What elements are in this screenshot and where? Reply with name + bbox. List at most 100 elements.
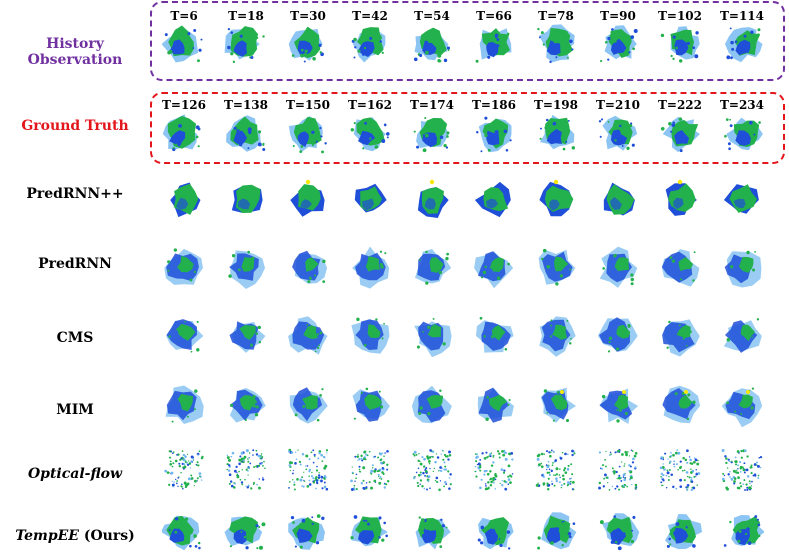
radar-frame-image (474, 251, 514, 289)
radar-frame-image (723, 318, 762, 353)
truth-frame (286, 112, 330, 158)
radar-frame-image (721, 387, 763, 428)
time-step-label: T=174 (409, 98, 455, 112)
predrnnpp-frame (720, 176, 764, 222)
radar-frame-image (537, 512, 577, 550)
predrnn-frame (286, 244, 330, 290)
optical-frame (348, 447, 392, 493)
predrnnpp-frame (472, 176, 516, 222)
predrnnpp-frame (348, 176, 392, 222)
history-frame (534, 22, 578, 68)
history-observation-box (150, 1, 785, 81)
cms-frame (658, 312, 702, 358)
history-observation-label: History Observation (27, 36, 123, 68)
radar-frame-image (539, 114, 576, 151)
tempee-frame (348, 510, 392, 556)
radar-frame-image (413, 27, 451, 63)
optical-flow-label-text: Optical-flow (27, 466, 123, 482)
time-step-label: T=18 (228, 9, 264, 23)
radar-frame-image (538, 248, 576, 286)
radar-frame-image (539, 179, 574, 217)
radar-frame-image (665, 514, 702, 550)
mim-frame (410, 382, 454, 428)
radar-frame-image (229, 388, 266, 423)
radar-frame-image (162, 515, 201, 551)
radar-frame-image (535, 449, 576, 491)
history-frame (658, 22, 702, 68)
mim-frame (224, 382, 268, 428)
radar-frame-image (351, 27, 386, 63)
ground-truth-box (150, 92, 785, 164)
radar-frame-image (417, 179, 449, 218)
radar-frame-image (350, 450, 390, 491)
truth-frame (596, 112, 640, 158)
predrnn-frame (162, 244, 206, 290)
radar-frame-image (724, 250, 762, 288)
truth-frame (224, 112, 268, 158)
mim-frame (286, 382, 330, 428)
tempee-frame (410, 510, 454, 556)
predrnnpp-frame (596, 176, 640, 222)
time-step-label: T=30 (290, 9, 326, 23)
optical-frame (472, 447, 516, 493)
predrnn-frame (596, 244, 640, 290)
tempee-frame (720, 510, 764, 556)
radar-frame-image (600, 25, 638, 63)
radar-frame-image (290, 179, 325, 217)
radar-frame-image (660, 116, 700, 153)
ground-truth-label: Ground Truth (21, 118, 129, 134)
radar-frame-image (162, 114, 201, 152)
time-step-label: T=102 (657, 9, 703, 23)
time-step-label: T=210 (595, 98, 641, 112)
radar-frame-image (162, 25, 203, 63)
optical-frame (720, 447, 764, 493)
truth-frame (658, 112, 702, 158)
radar-frame-image (661, 249, 700, 287)
predrnnpp-frame (658, 176, 702, 222)
radar-frame-image (231, 184, 263, 213)
radar-frame-image (721, 449, 763, 491)
time-step-label: T=186 (471, 98, 517, 112)
time-step-label: T=78 (538, 9, 574, 23)
radar-frame-image (229, 321, 266, 353)
radar-frame-image (598, 115, 638, 151)
radar-frame-image (352, 246, 390, 289)
radar-frame-image (289, 387, 328, 424)
radar-frame-image (288, 116, 327, 154)
radar-frame-image (477, 387, 514, 423)
radar-frame-image (350, 515, 388, 547)
radar-frame-image (474, 449, 514, 491)
truth-frame (410, 112, 454, 158)
radar-frame-image (659, 449, 701, 492)
radar-frame-image (288, 514, 325, 550)
tempee-label-suffix: (Ours) (78, 528, 135, 544)
predrnn-frame (224, 244, 268, 290)
radar-frame-image (224, 26, 265, 64)
radar-frame-image (475, 28, 512, 63)
truth-frame (472, 112, 516, 158)
tempee-frame (162, 510, 206, 556)
mim-frame (348, 382, 392, 428)
radar-frame-image (599, 513, 640, 551)
radar-frame-image (415, 516, 451, 550)
truth-frame (348, 112, 392, 158)
radar-frame-image (288, 26, 324, 63)
cms-frame (286, 312, 330, 358)
radar-frame-image (415, 249, 452, 285)
history-frame (162, 22, 206, 68)
radar-frame-image (411, 385, 452, 424)
time-step-label: T=42 (352, 9, 388, 23)
radar-frame-image (725, 27, 763, 63)
radar-frame-image (165, 385, 204, 424)
radar-frame-image (598, 449, 638, 491)
history-frame (286, 22, 330, 68)
radar-frame-image (662, 385, 701, 424)
mim-frame (162, 382, 206, 428)
radar-frame-image (599, 388, 639, 424)
radar-frame-image (476, 316, 514, 353)
radar-frame-image (474, 181, 511, 218)
predrnnpp-frame (224, 176, 268, 222)
predrnnpp-frame (410, 176, 454, 222)
radar-frame-image (662, 319, 700, 357)
radar-frame-image (287, 448, 329, 491)
